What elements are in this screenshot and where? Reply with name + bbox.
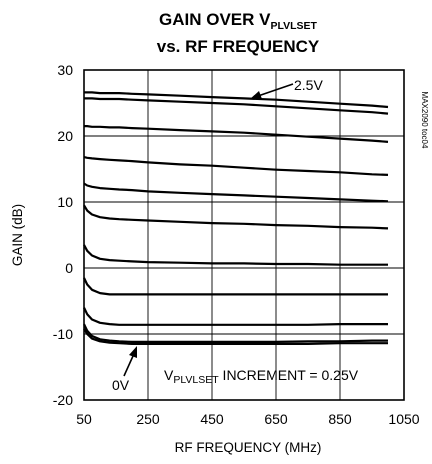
figure-tag: MAX2090 toc04 — [420, 92, 429, 149]
series-line-1 — [83, 323, 388, 343]
y-tick-label: -10 — [53, 326, 73, 342]
series-line-9 — [84, 97, 389, 115]
y-tick-label: 30 — [57, 62, 73, 78]
x-axis-label: RF FREQUENCY (MHz) — [175, 440, 322, 455]
y-tick-labels: -20 -10 0 10 20 30 — [53, 62, 73, 408]
annotation-bottom-label: 0V — [112, 377, 130, 393]
series-line-7 — [83, 156, 389, 176]
annotation-bottom-arrowhead — [129, 346, 137, 358]
x-tick-label: 1050 — [388, 411, 419, 427]
series-line-2 — [83, 307, 388, 326]
series-curves — [83, 91, 389, 345]
y-tick-label: 20 — [57, 128, 73, 144]
x-tick-label: 450 — [200, 411, 224, 427]
annotation-bottom-leader — [123, 355, 134, 377]
x-tick-labels: 50 250 450 650 850 1050 — [76, 411, 420, 427]
x-tick-label: 650 — [264, 411, 288, 427]
y-axis-label: GAIN (dB) — [10, 204, 25, 266]
annotation-top-leader — [257, 83, 294, 97]
chart-title-line1: GAIN OVER VPLVLSET — [159, 10, 318, 32]
series-line-0 — [83, 328, 388, 345]
series-line-10 — [84, 91, 389, 109]
increment-note: VPLVLSET INCREMENT = 0.25V — [164, 367, 359, 386]
annotation-top: 2.5V — [250, 77, 323, 99]
x-tick-label: 850 — [328, 411, 352, 427]
series-line-5 — [83, 204, 389, 230]
annotation-top-label: 2.5V — [294, 77, 323, 93]
series-line-6 — [83, 182, 389, 203]
chart-title-line2: vs. RF FREQUENCY — [157, 37, 320, 56]
series-line-4 — [83, 244, 388, 266]
x-tick-label: 250 — [136, 411, 160, 427]
series-line-3 — [83, 277, 388, 296]
annotation-top-arrowhead — [250, 91, 262, 99]
grid-lines — [84, 70, 404, 400]
x-tick-label: 50 — [76, 411, 92, 427]
plot-frame — [83, 69, 405, 401]
annotation-bottom: 0V — [112, 346, 137, 393]
y-tick-label: 10 — [57, 194, 73, 210]
y-tick-label: -20 — [53, 392, 73, 408]
series-line-8 — [84, 124, 389, 143]
y-tick-label: 0 — [65, 260, 73, 276]
